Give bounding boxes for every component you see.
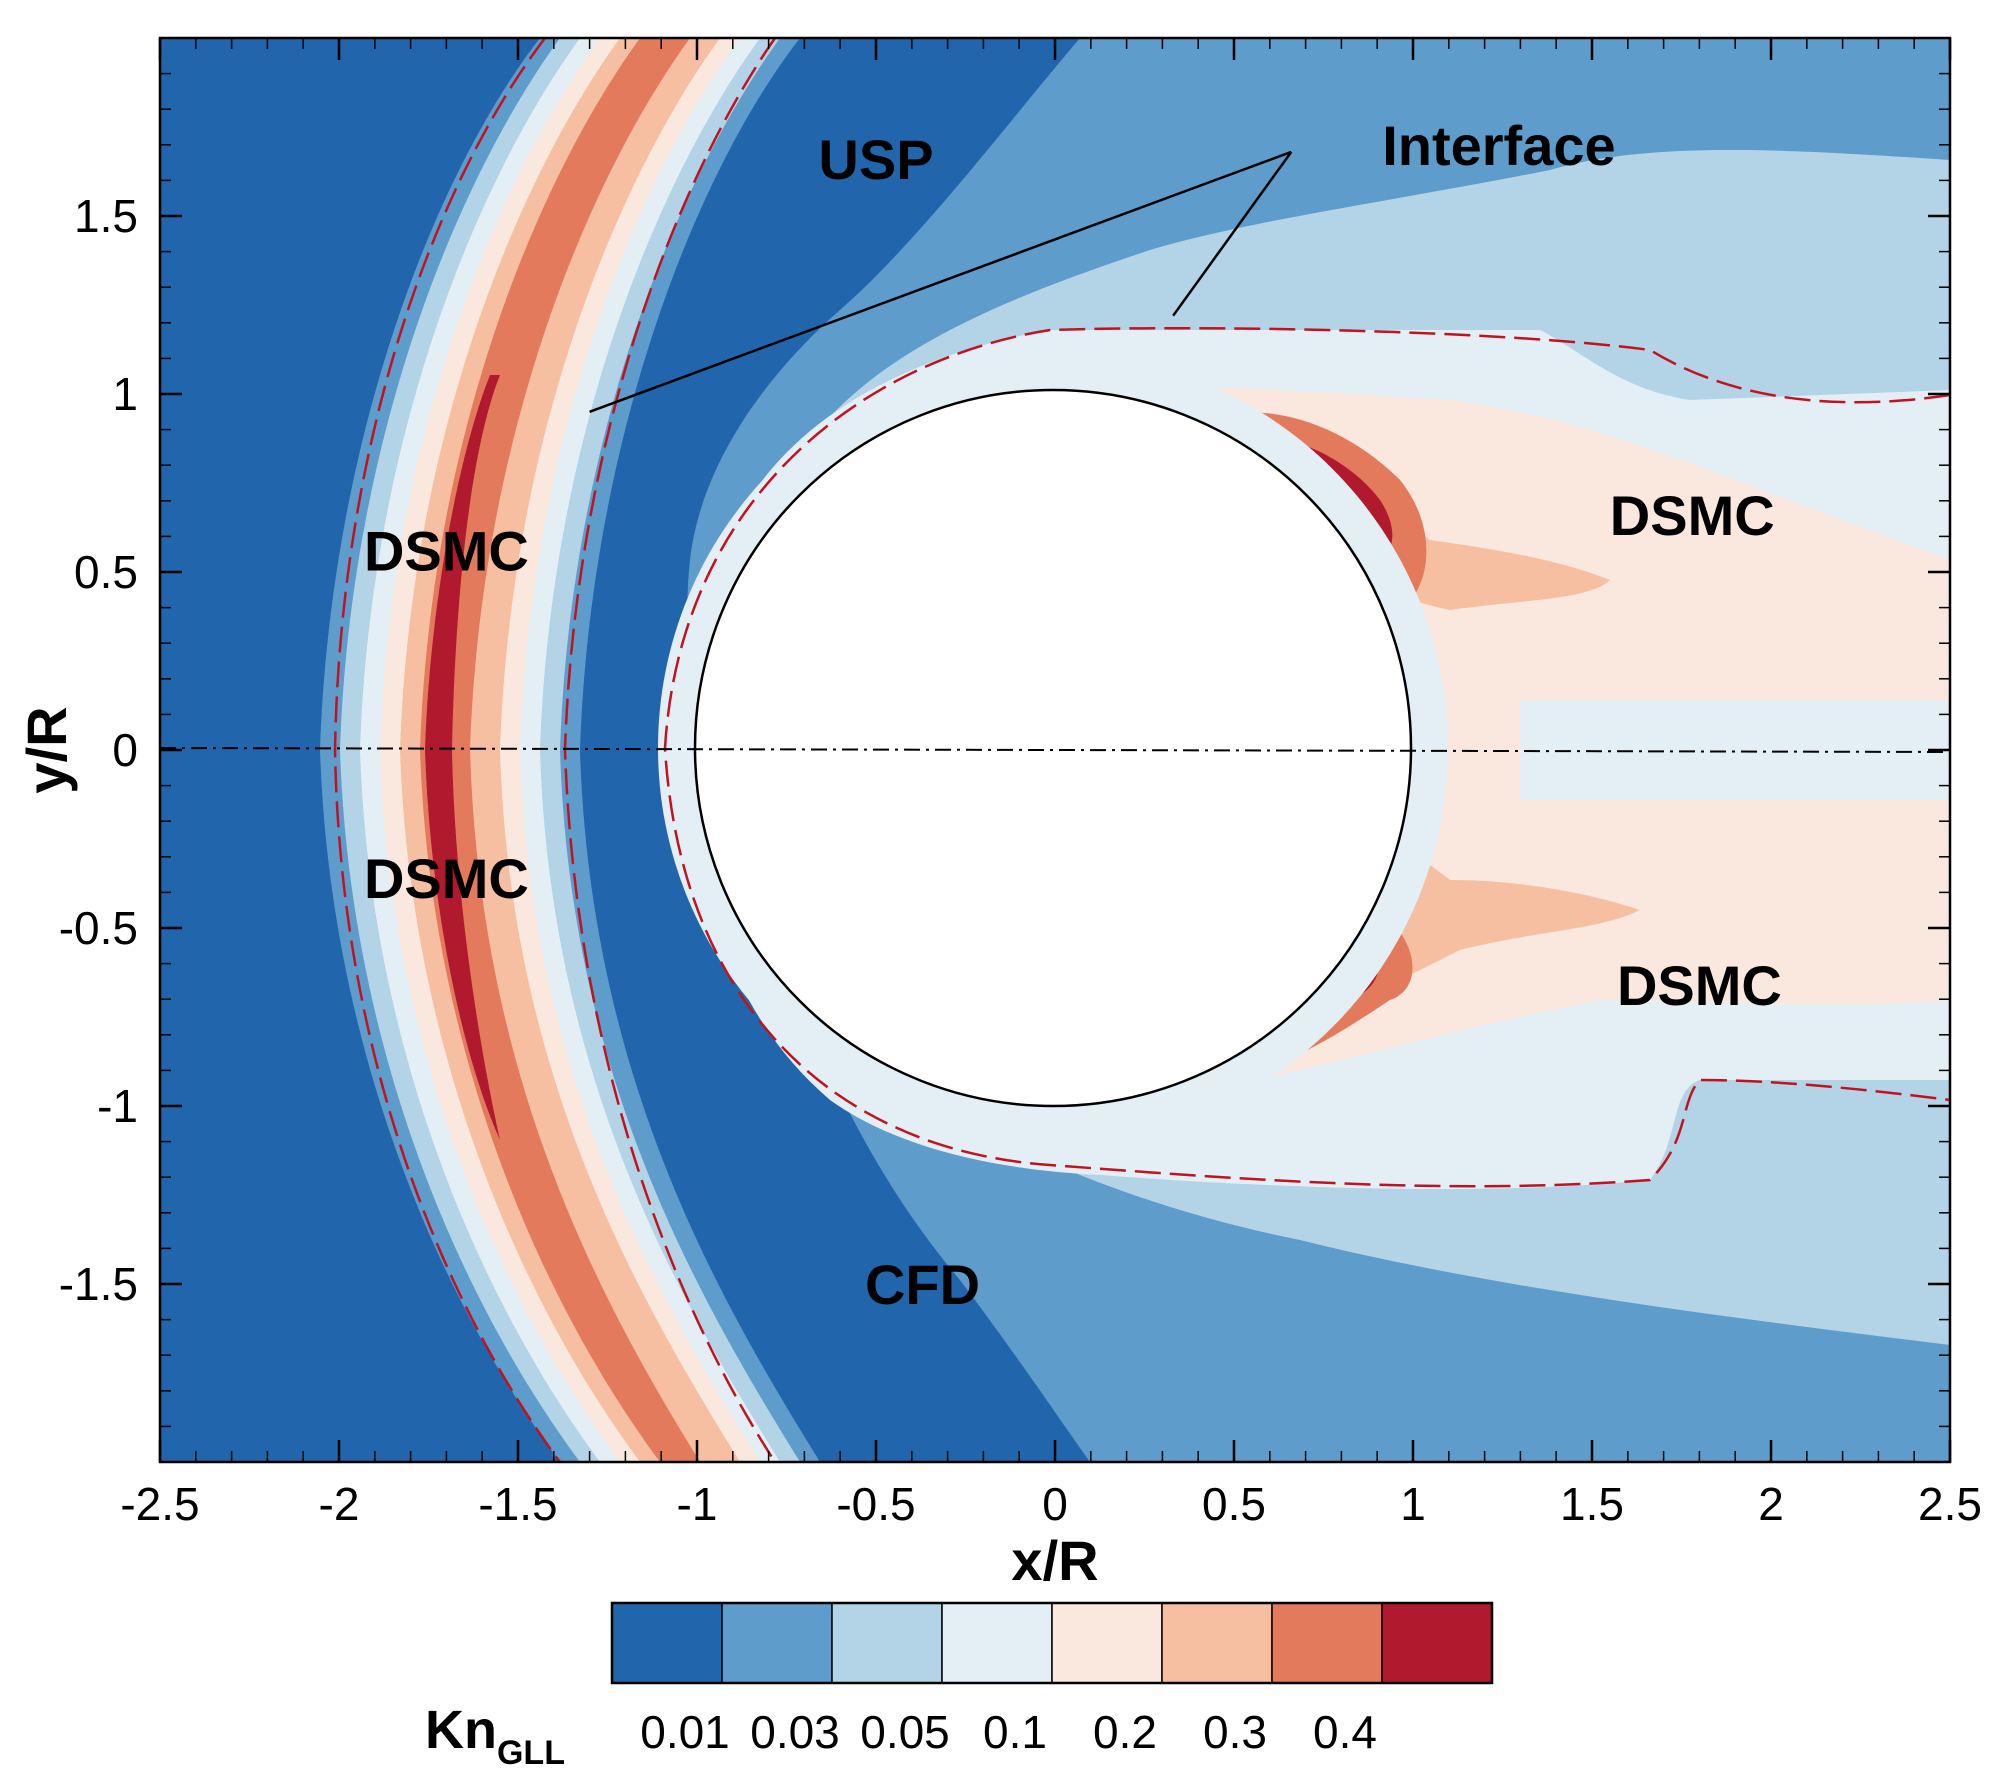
colorbar-level-label: 0.03 [750,1706,840,1758]
colorbar-swatch [1381,1602,1493,1684]
colorbar-title-main: Kn [425,1700,497,1760]
colorbar-swatch [1161,1602,1273,1684]
x-tick-label: 1 [1400,1478,1426,1530]
colorbar-level-label: 0.01 [640,1706,730,1758]
cylinder-body [693,388,1413,1108]
x-tick-label: 2 [1758,1478,1784,1530]
interface-pointer-line [1172,151,1293,317]
x-tick-label: -1 [677,1478,718,1530]
colorbar-swatch [941,1602,1053,1684]
x-axis-label: x/R [1011,1529,1098,1592]
annotation-dsmc: DSMC [364,520,529,583]
x-tick-label: -1.5 [478,1478,557,1530]
y-axis: -1.5 -1 -0.5 0 0.5 1 1.5 [59,37,1950,1463]
annotation-interface: Interface [1382,114,1615,177]
colorbar-frame [610,1601,1494,1685]
annotation-dsmc: DSMC [1610,484,1775,547]
interface-line-shock-left [333,38,562,1462]
interface-pointer-line [589,150,1292,413]
symmetry-line [159,747,1951,753]
annotation-dsmc: DSMC [1617,954,1782,1017]
y-tick-label: 1.5 [74,190,138,242]
colorbar-level-label: 0.1 [983,1706,1047,1758]
x-tick-label: 2.5 [1918,1478,1982,1530]
colorbar-title-subscript: GLL [497,1734,565,1772]
x-tick-label: -2.5 [120,1478,199,1530]
x-tick-label: -0.5 [836,1478,915,1530]
colorbar-swatch [721,1602,833,1684]
interface-line-body [663,326,1950,1188]
colorbar-level-label: 0.3 [1203,1706,1267,1758]
shock-band-level-7 [425,375,500,1140]
colorbar-level-label: 0.05 [860,1706,950,1758]
annotation-dsmc: DSMC [364,847,529,910]
x-tick-label: 1.5 [1560,1478,1624,1530]
y-axis-label: y/R [15,706,78,793]
y-tick-label: -1.5 [59,1258,138,1310]
y-tick-label: 0 [112,724,138,776]
colorbar-level-label: 0.4 [1313,1706,1377,1758]
colorbar: 0.01 0.03 0.05 0.1 0.2 0.3 0.4 [610,1601,1494,1758]
region-annotations: USP Interface DSMC DSMC DSMC DSMC CFD [364,114,1782,1316]
interface-pointers [589,150,1293,413]
y-tick-label: -0.5 [59,902,138,954]
colorbar-level-label: 0.2 [1093,1706,1157,1758]
annotation-usp: USP [818,128,933,191]
y-tick-label: 0.5 [74,546,138,598]
colorbar-title: KnGLL [425,1700,565,1772]
x-tick-label: -2 [319,1478,360,1530]
interface-line-shock-right [563,38,777,1462]
x-tick-label: 0 [1042,1478,1068,1530]
y-tick-label: 1 [112,368,138,420]
colorbar-swatch [831,1602,943,1684]
y-tick-label: -1 [97,1080,138,1132]
colorbar-swatch [1051,1602,1163,1684]
x-axis: -2.5 -2 -1.5 -1 -0.5 0 0.5 1 1.5 2 2.5 [120,38,1982,1530]
x-tick-label: 0.5 [1202,1478,1266,1530]
colorbar-swatch [611,1602,723,1684]
annotation-cfd: CFD [865,1253,980,1316]
colorbar-swatch [1271,1602,1383,1684]
